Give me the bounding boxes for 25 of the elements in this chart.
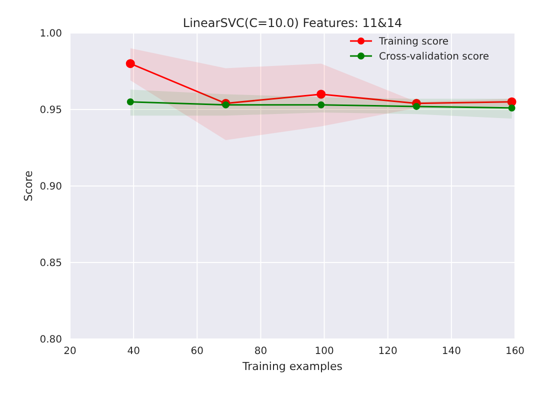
x-tick-label: 60 (190, 346, 204, 357)
point (222, 101, 230, 108)
point (318, 101, 325, 108)
y-tick-label: 0.95 (40, 105, 62, 116)
y-tick-label: 0.90 (40, 182, 62, 192)
point (412, 102, 420, 110)
point (126, 98, 134, 106)
x-tick-label: 20 (64, 346, 76, 357)
x-axis-title: Training examples (242, 360, 343, 373)
y-tick-label: 1.00 (40, 28, 62, 40)
point (316, 90, 326, 99)
point (126, 59, 135, 68)
point (508, 104, 516, 112)
y-axis-title: Score (22, 170, 35, 202)
x-tick-label: 120 (378, 346, 398, 357)
x-tick-label: 80 (254, 346, 268, 357)
legend-label: Cross-validation score (379, 52, 490, 62)
x-tick-label: 40 (127, 346, 140, 357)
chart-title: LinearSVC(C=10.0) Features: 11&14 (182, 16, 402, 30)
x-tick-label: 160 (505, 346, 525, 357)
y-tick-label: 0.80 (40, 334, 62, 346)
y-tick-label: 0.85 (40, 258, 62, 269)
legend-label: Training score (378, 36, 449, 48)
x-tick-label: 100 (314, 346, 334, 357)
x-tick-label: 140 (442, 346, 461, 357)
